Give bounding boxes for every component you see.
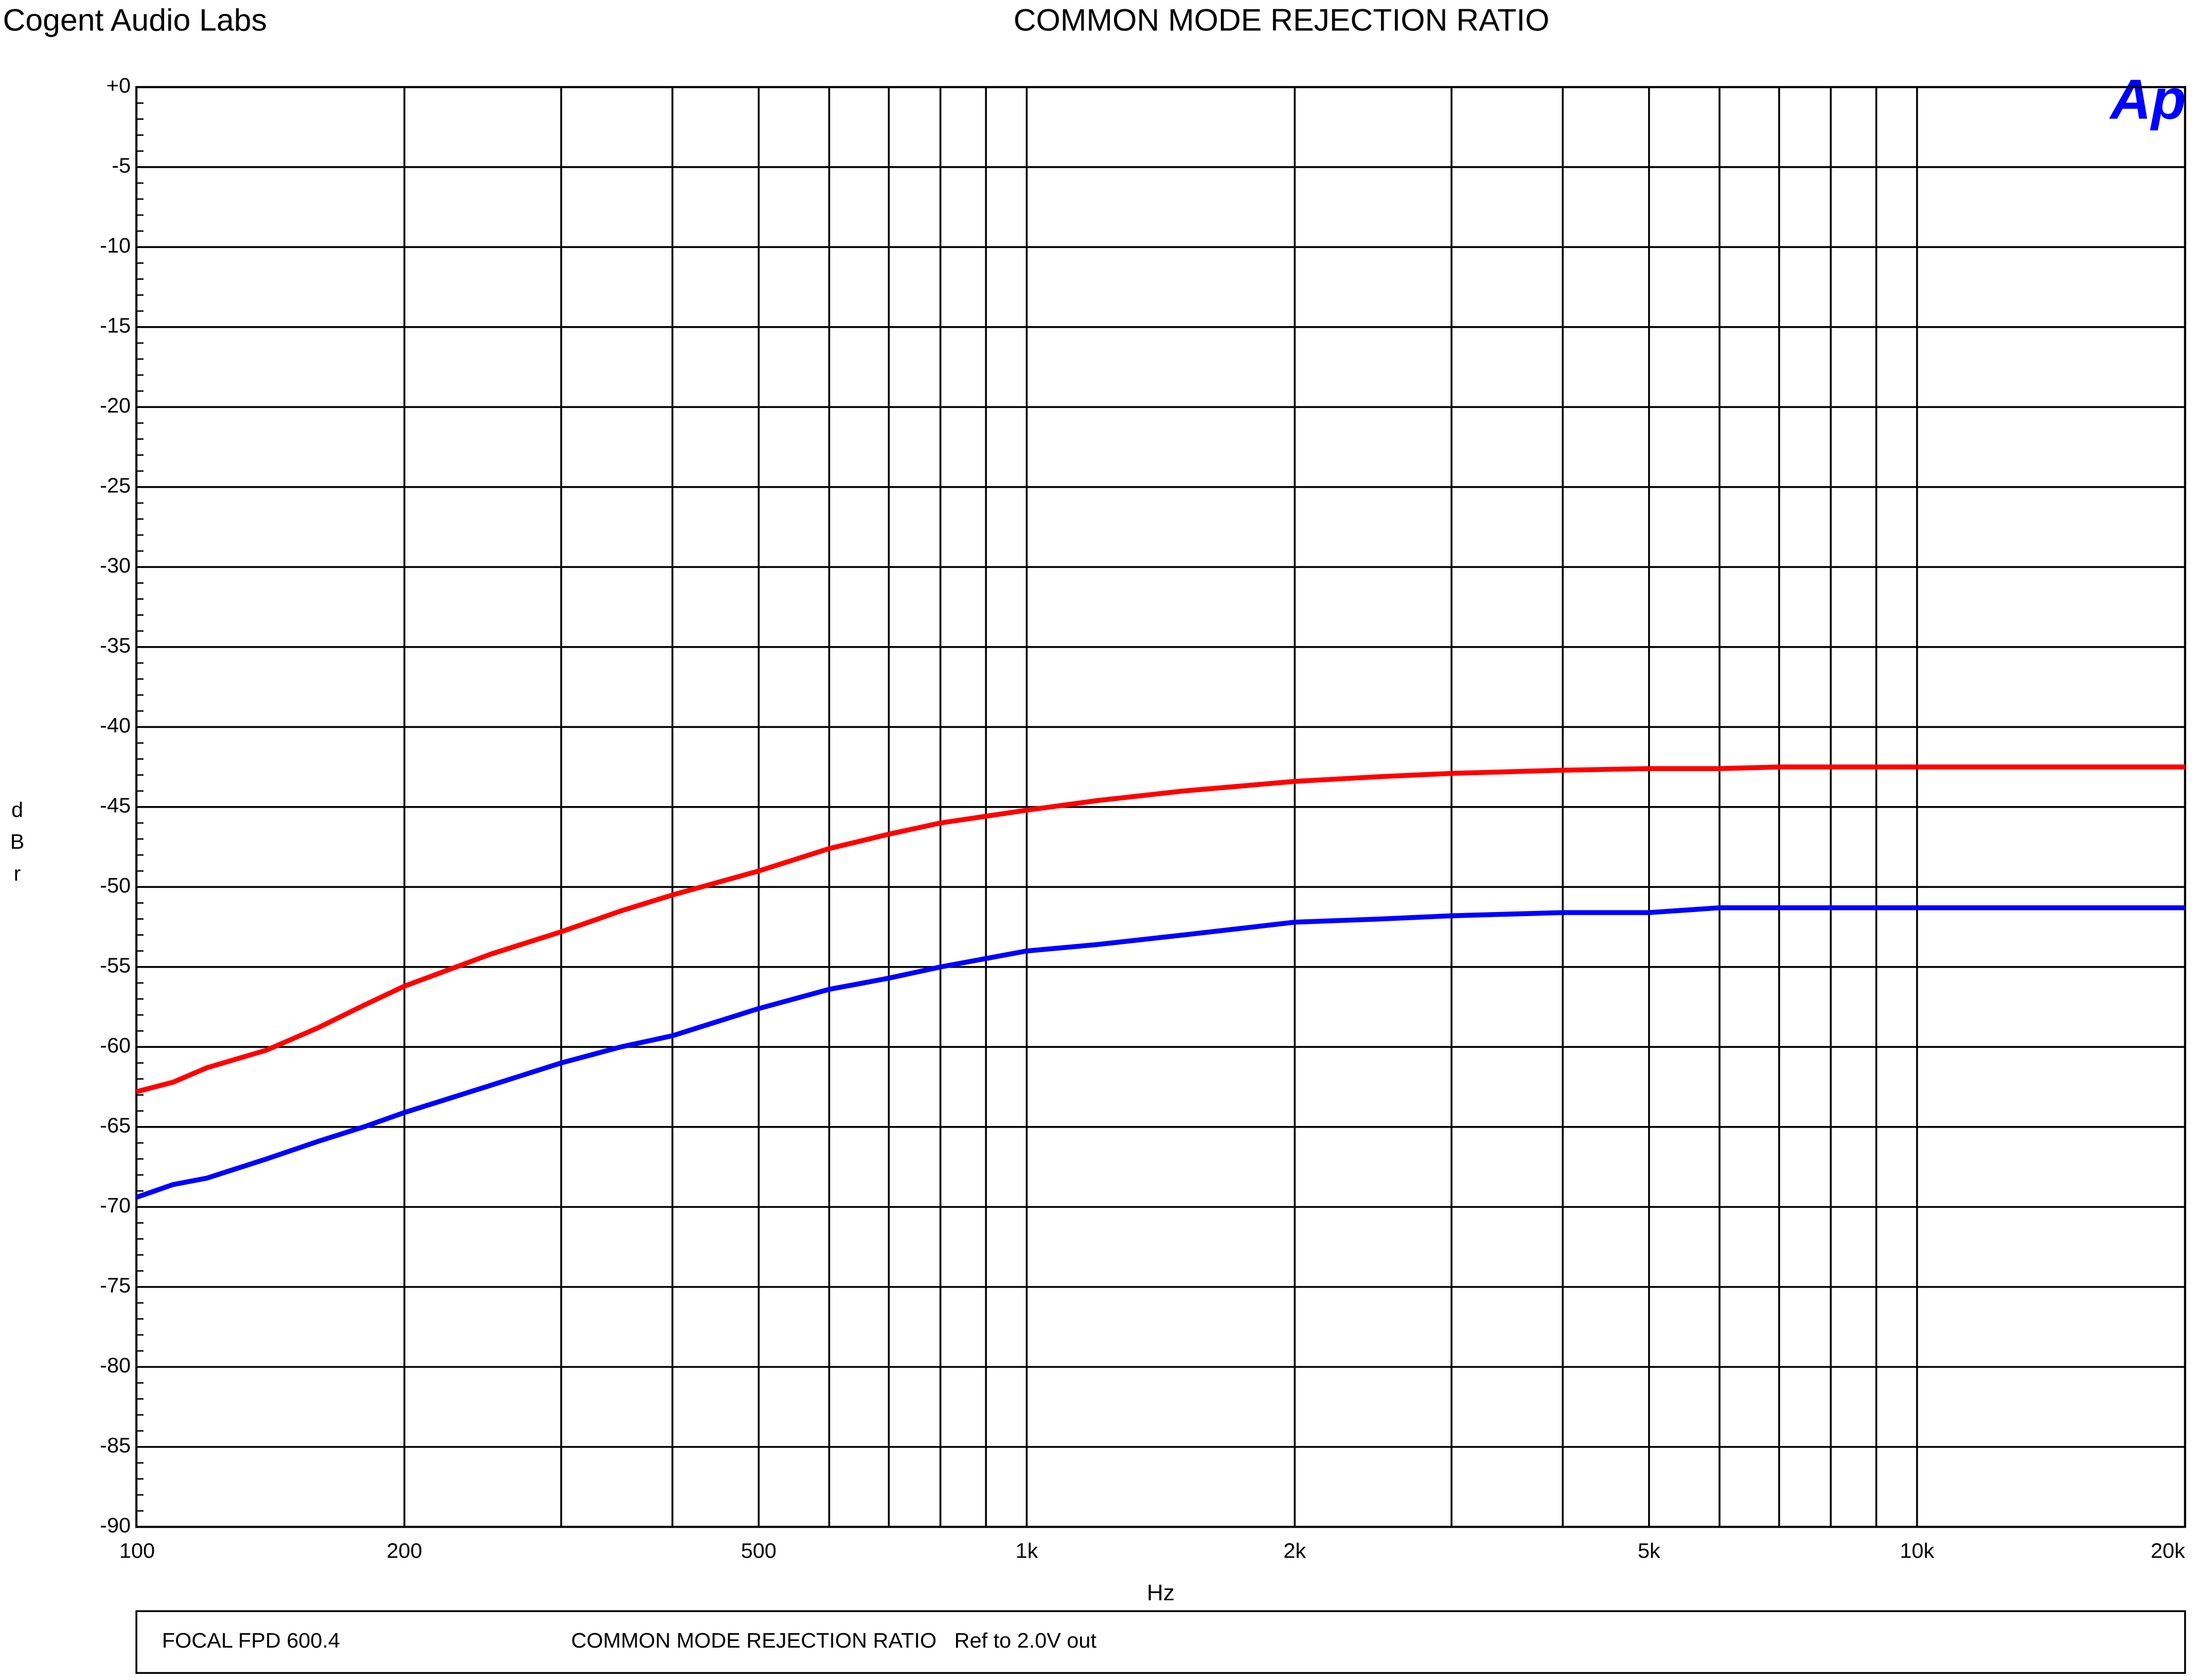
y-tick-label: -75: [100, 1274, 131, 1297]
y-tick-label: -15: [100, 314, 131, 337]
y-tick-label: -5: [112, 154, 131, 177]
y-tick-label: -85: [100, 1434, 131, 1457]
x-tick-label: 2k: [1283, 1539, 1306, 1563]
y-tick-label: -20: [100, 394, 131, 417]
plot-frame: [135, 86, 2186, 1528]
y-tick-label: -55: [100, 954, 131, 977]
y-tick-label: -35: [100, 634, 131, 657]
data-line: [135, 905, 2185, 1200]
x-tick-label: 5k: [1638, 1539, 1660, 1563]
y-tick-label: -10: [100, 234, 131, 257]
y-tick-label: -50: [100, 873, 131, 897]
x-tick-label: 100: [119, 1539, 155, 1563]
x-tick-label: 1k: [1016, 1539, 1038, 1563]
data-line: [135, 764, 2185, 1095]
footer-right: COMMON MODE REJECTION RATIO Ref to 2.0V …: [571, 1629, 1097, 1652]
footer-left: FOCAL FPD 600.4: [162, 1629, 340, 1652]
y-tick-label: -70: [100, 1193, 131, 1217]
y-tick-label: -90: [100, 1513, 131, 1537]
y-axis-label: dBr: [5, 798, 29, 893]
y-tick-label: -80: [100, 1353, 131, 1377]
logo: Ap: [2109, 68, 2186, 131]
y-tick-label: +0: [107, 74, 131, 97]
x-axis-label: Hz: [1147, 1580, 1175, 1605]
y-tick-label: -65: [100, 1114, 131, 1137]
y-tick-label: -25: [100, 474, 131, 497]
chart-title: COMMON MODE REJECTION RATIO: [1014, 3, 1550, 38]
y-tick-label: -30: [100, 553, 131, 577]
x-tick-label: 20k: [2151, 1539, 2185, 1563]
x-tick-label: 10k: [1900, 1539, 1934, 1563]
y-tick-label: -40: [100, 713, 131, 737]
y-tick-label: -60: [100, 1033, 131, 1057]
footer-box: [135, 1610, 2186, 1674]
x-tick-label: 500: [741, 1539, 776, 1563]
x-tick-label: 200: [386, 1539, 422, 1563]
brand: Cogent Audio Labs: [3, 3, 267, 38]
y-tick-label: -45: [100, 794, 131, 817]
